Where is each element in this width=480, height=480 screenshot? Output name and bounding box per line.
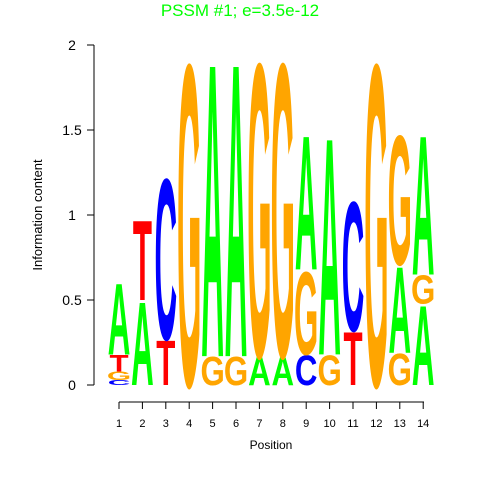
logo-column: GAG: [388, 98, 412, 395]
x-tick-label: 3: [163, 418, 169, 430]
logo-column: TC: [342, 165, 365, 402]
logo-letter-g: G: [271, 0, 295, 446]
logo-column: G: [177, 0, 201, 480]
logo-column: CGA: [294, 96, 318, 394]
y-tick-label: 2: [68, 37, 76, 53]
logo-letter-a: A: [225, 0, 248, 446]
logo-letter-g: G: [317, 346, 341, 394]
logo-letter-g: G: [107, 370, 131, 383]
logo-letter-a: A: [131, 278, 154, 411]
logo-letter-t: T: [343, 317, 362, 402]
logo-letter-t: T: [156, 327, 175, 399]
logo-column: G: [364, 0, 388, 480]
logo-letter-g: G: [200, 348, 224, 394]
logo-column: AGA: [411, 96, 435, 410]
logo-letter-a: A: [389, 242, 412, 380]
x-tick-label: 4: [186, 418, 192, 430]
x-tick-label: 14: [417, 418, 429, 430]
x-tick-label: 2: [139, 418, 145, 430]
logo-letter-a: A: [108, 262, 131, 376]
logo-column: AG: [271, 0, 295, 446]
chart-title: PSSM #1; e=3.5e-12: [161, 1, 319, 20]
logo-letter-g: G: [388, 345, 412, 395]
logo-letter-a: A: [412, 96, 435, 318]
x-ticks: 1 2 3 4 5 6 7 8 9 10 11 12 13 14: [116, 402, 429, 430]
logo-column: AG: [247, 0, 271, 446]
y-tick-label: 0.5: [62, 292, 82, 308]
logo-column: GA: [317, 73, 341, 421]
logo-letter-a: A: [201, 0, 224, 446]
x-axis-label: Position: [250, 438, 293, 452]
x-tick-label: 9: [303, 418, 309, 430]
logo-letter-g: G: [224, 348, 248, 394]
x-tick-label: 11: [347, 418, 358, 430]
logo-letter-g: G: [364, 0, 388, 480]
y-axis: 0 0.5 1 1.5 2: [62, 37, 95, 393]
x-tick-label: 12: [370, 418, 382, 430]
x-tick-label: 13: [394, 418, 406, 430]
logo-letter-t: T: [133, 196, 152, 324]
logo-column: TC: [155, 130, 178, 399]
logo-letter-t: T: [109, 350, 128, 377]
logo-letter-g: G: [388, 98, 412, 304]
logo-letter-a: A: [412, 281, 435, 409]
logo-letter-c: C: [295, 346, 318, 394]
logo-letter-a: A: [295, 96, 318, 311]
x-axis: 1 2 3 4 5 6 7 8 9 10 11 12 13 14: [116, 401, 429, 430]
y-tick-label: 0: [68, 377, 76, 393]
y-tick-label: 1: [68, 207, 76, 223]
logo-letter-g: G: [247, 0, 271, 446]
y-tick-label: 1.5: [62, 122, 82, 138]
logo-column: GA: [200, 0, 224, 446]
y-axis-label: Information content: [30, 159, 45, 271]
logo-column: GA: [224, 0, 248, 446]
y-ticks: 0 0.5 1 1.5 2: [62, 37, 94, 393]
logo-letter-g: G: [411, 266, 435, 312]
x-tick-label: 1: [116, 418, 122, 430]
logo-letter-a: A: [318, 73, 341, 421]
x-tick-label: 5: [210, 418, 216, 430]
logo-letter-g: G: [177, 0, 201, 480]
x-tick-label: 7: [256, 418, 262, 430]
x-tick-label: 10: [323, 418, 335, 430]
logo-letter-c: C: [108, 378, 131, 386]
x-tick-label: 6: [233, 418, 239, 430]
logo-letter-c: C: [342, 165, 365, 371]
logo-letter-a: A: [272, 348, 295, 394]
logo-letter-a: A: [248, 348, 271, 394]
logo-letter-c: C: [155, 130, 178, 388]
logo-column: AT: [131, 196, 154, 411]
x-tick-label: 8: [280, 418, 286, 430]
logo-letter-g: G: [294, 248, 318, 381]
